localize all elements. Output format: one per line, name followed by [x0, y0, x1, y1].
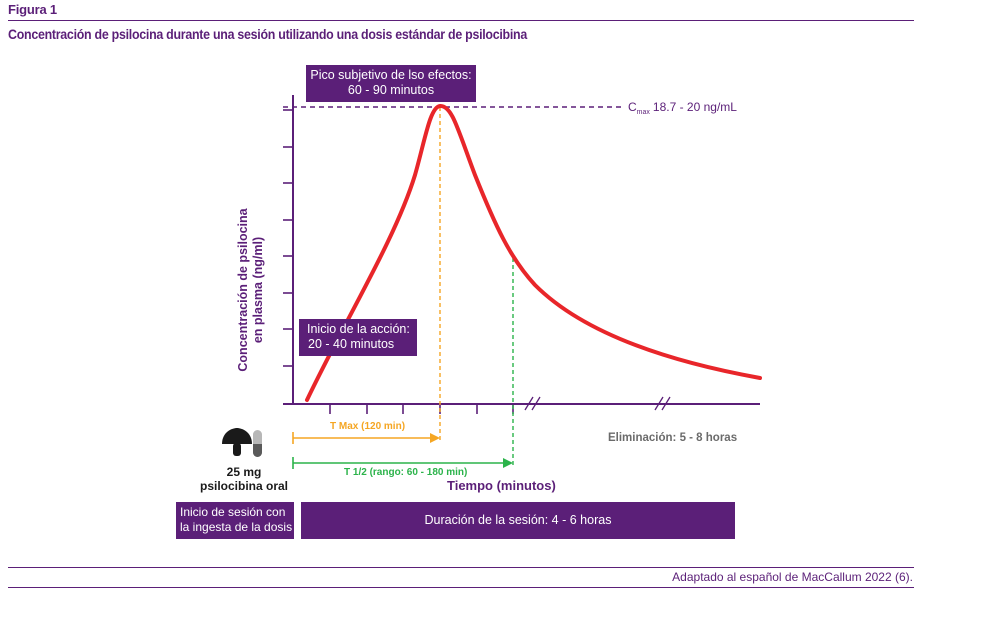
- tmax-arrowhead: [430, 433, 440, 443]
- tmax-label: T Max (120 min): [330, 421, 405, 432]
- y-ticks: [283, 109, 293, 367]
- cmax-label: Cmax 18.7 - 20 ng/mL: [628, 100, 737, 116]
- peak-box-line2: 60 - 90 minutos: [347, 83, 435, 97]
- onset-box-line2: 20 - 40 minutos: [308, 337, 395, 351]
- session-start-line1: Inicio de sesión con: [180, 505, 286, 519]
- figure-title: Concentración de psilocina durante una s…: [8, 27, 527, 42]
- mushroom-icon: [222, 428, 252, 456]
- y-axis-label-line1: Concentración de psilocina: [236, 207, 250, 371]
- peak-box-line1: Pico subjetivo de lso efectos:: [310, 68, 472, 82]
- dose-line2: psilocibina oral: [200, 479, 288, 493]
- session-duration-box: Duración de la sesión: 4 - 6 horas: [301, 502, 735, 539]
- figure-label: Figura 1: [8, 2, 57, 17]
- thalf-label: T 1/2 (rango: 60 - 180 min): [344, 467, 467, 478]
- source-note: Adaptado al español de MacCallum 2022 (6…: [672, 570, 913, 584]
- peak-effects-box: Pico subjetivo de lso efectos: 60 - 90 m…: [306, 65, 476, 102]
- capsule-icon: [253, 430, 262, 457]
- elimination-label: Eliminación: 5 - 8 horas: [608, 432, 737, 444]
- dose-line1: 25 mg: [227, 465, 262, 479]
- onset-box: Inicio de la acción: 20 - 40 minutos: [299, 319, 417, 356]
- onset-box-line1: Inicio de la acción:: [307, 322, 410, 336]
- axis-break-2: [654, 396, 671, 411]
- y-axis-label-line2: en plasma (ng/ml): [251, 237, 265, 343]
- thalf-arrowhead: [503, 458, 513, 468]
- y-axis-label: Concentración de psilocina en plasma (ng…: [236, 207, 265, 371]
- session-start-line2: la ingesta de la dosis: [180, 520, 293, 534]
- x-axis-label: Tiempo (minutos): [447, 478, 556, 493]
- x-ticks: [329, 404, 514, 414]
- title-rule-top: [8, 20, 914, 21]
- concentration-curve: [305, 104, 762, 402]
- source-rule-top: [8, 567, 914, 568]
- source-rule-bottom: [8, 587, 914, 588]
- session-start-box: Inicio de sesión con la ingesta de la do…: [176, 502, 294, 539]
- session-duration-label: Duración de la sesión: 4 - 6 horas: [424, 513, 612, 527]
- axis-break-1: [524, 396, 541, 411]
